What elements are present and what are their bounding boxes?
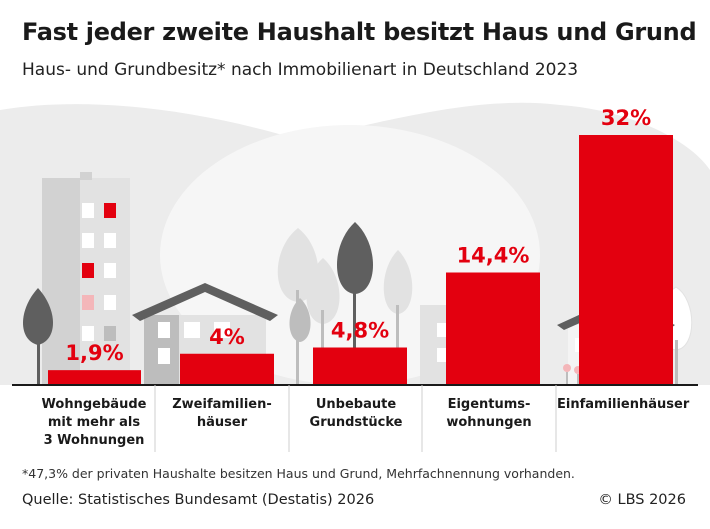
apartment-building-icon bbox=[42, 172, 130, 385]
bar-value-label-4: 32% bbox=[601, 106, 651, 130]
bar-4 bbox=[579, 135, 673, 385]
source-text: Quelle: Statistisches Bundesamt (Destati… bbox=[22, 492, 375, 508]
chart-subtitle: Haus- und Grundbesitz* nach Immobilienar… bbox=[22, 60, 579, 80]
bars-group bbox=[48, 135, 673, 385]
category-label-4: Einfamilienhäuser bbox=[557, 397, 690, 412]
category-label-1: Zweifamilien- häuser bbox=[172, 397, 272, 430]
bar-value-label-2: 4,8% bbox=[331, 319, 389, 343]
category-label-2: Unbebaute Grundstücke bbox=[309, 397, 403, 430]
bar-1 bbox=[180, 353, 274, 385]
chart-title: Fast jeder zweite Haushalt besitzt Haus … bbox=[22, 18, 697, 46]
copyright-text: © LBS 2026 bbox=[598, 492, 686, 508]
category-label-0: Wohngebäude mit mehr als 3 Wohnungen bbox=[41, 397, 147, 448]
trees-icon bbox=[277, 222, 413, 385]
bar-value-label-3: 14,4% bbox=[457, 244, 530, 268]
category-label-3: Eigentums- wohnungen bbox=[446, 397, 532, 430]
bar-0 bbox=[48, 370, 141, 385]
bar-2 bbox=[313, 347, 407, 385]
bar-3 bbox=[446, 272, 540, 385]
tree-dark-left-icon bbox=[23, 288, 53, 385]
footnote: *47,3% der privaten Haushalte besitzen H… bbox=[22, 466, 575, 481]
bar-value-label-1: 4% bbox=[209, 325, 245, 349]
category-dividers bbox=[154, 385, 557, 452]
bar-value-label-0: 1,9% bbox=[65, 341, 123, 365]
value-labels-group: 1,9% 4% 4,8% 14,4% 32% bbox=[65, 106, 651, 365]
